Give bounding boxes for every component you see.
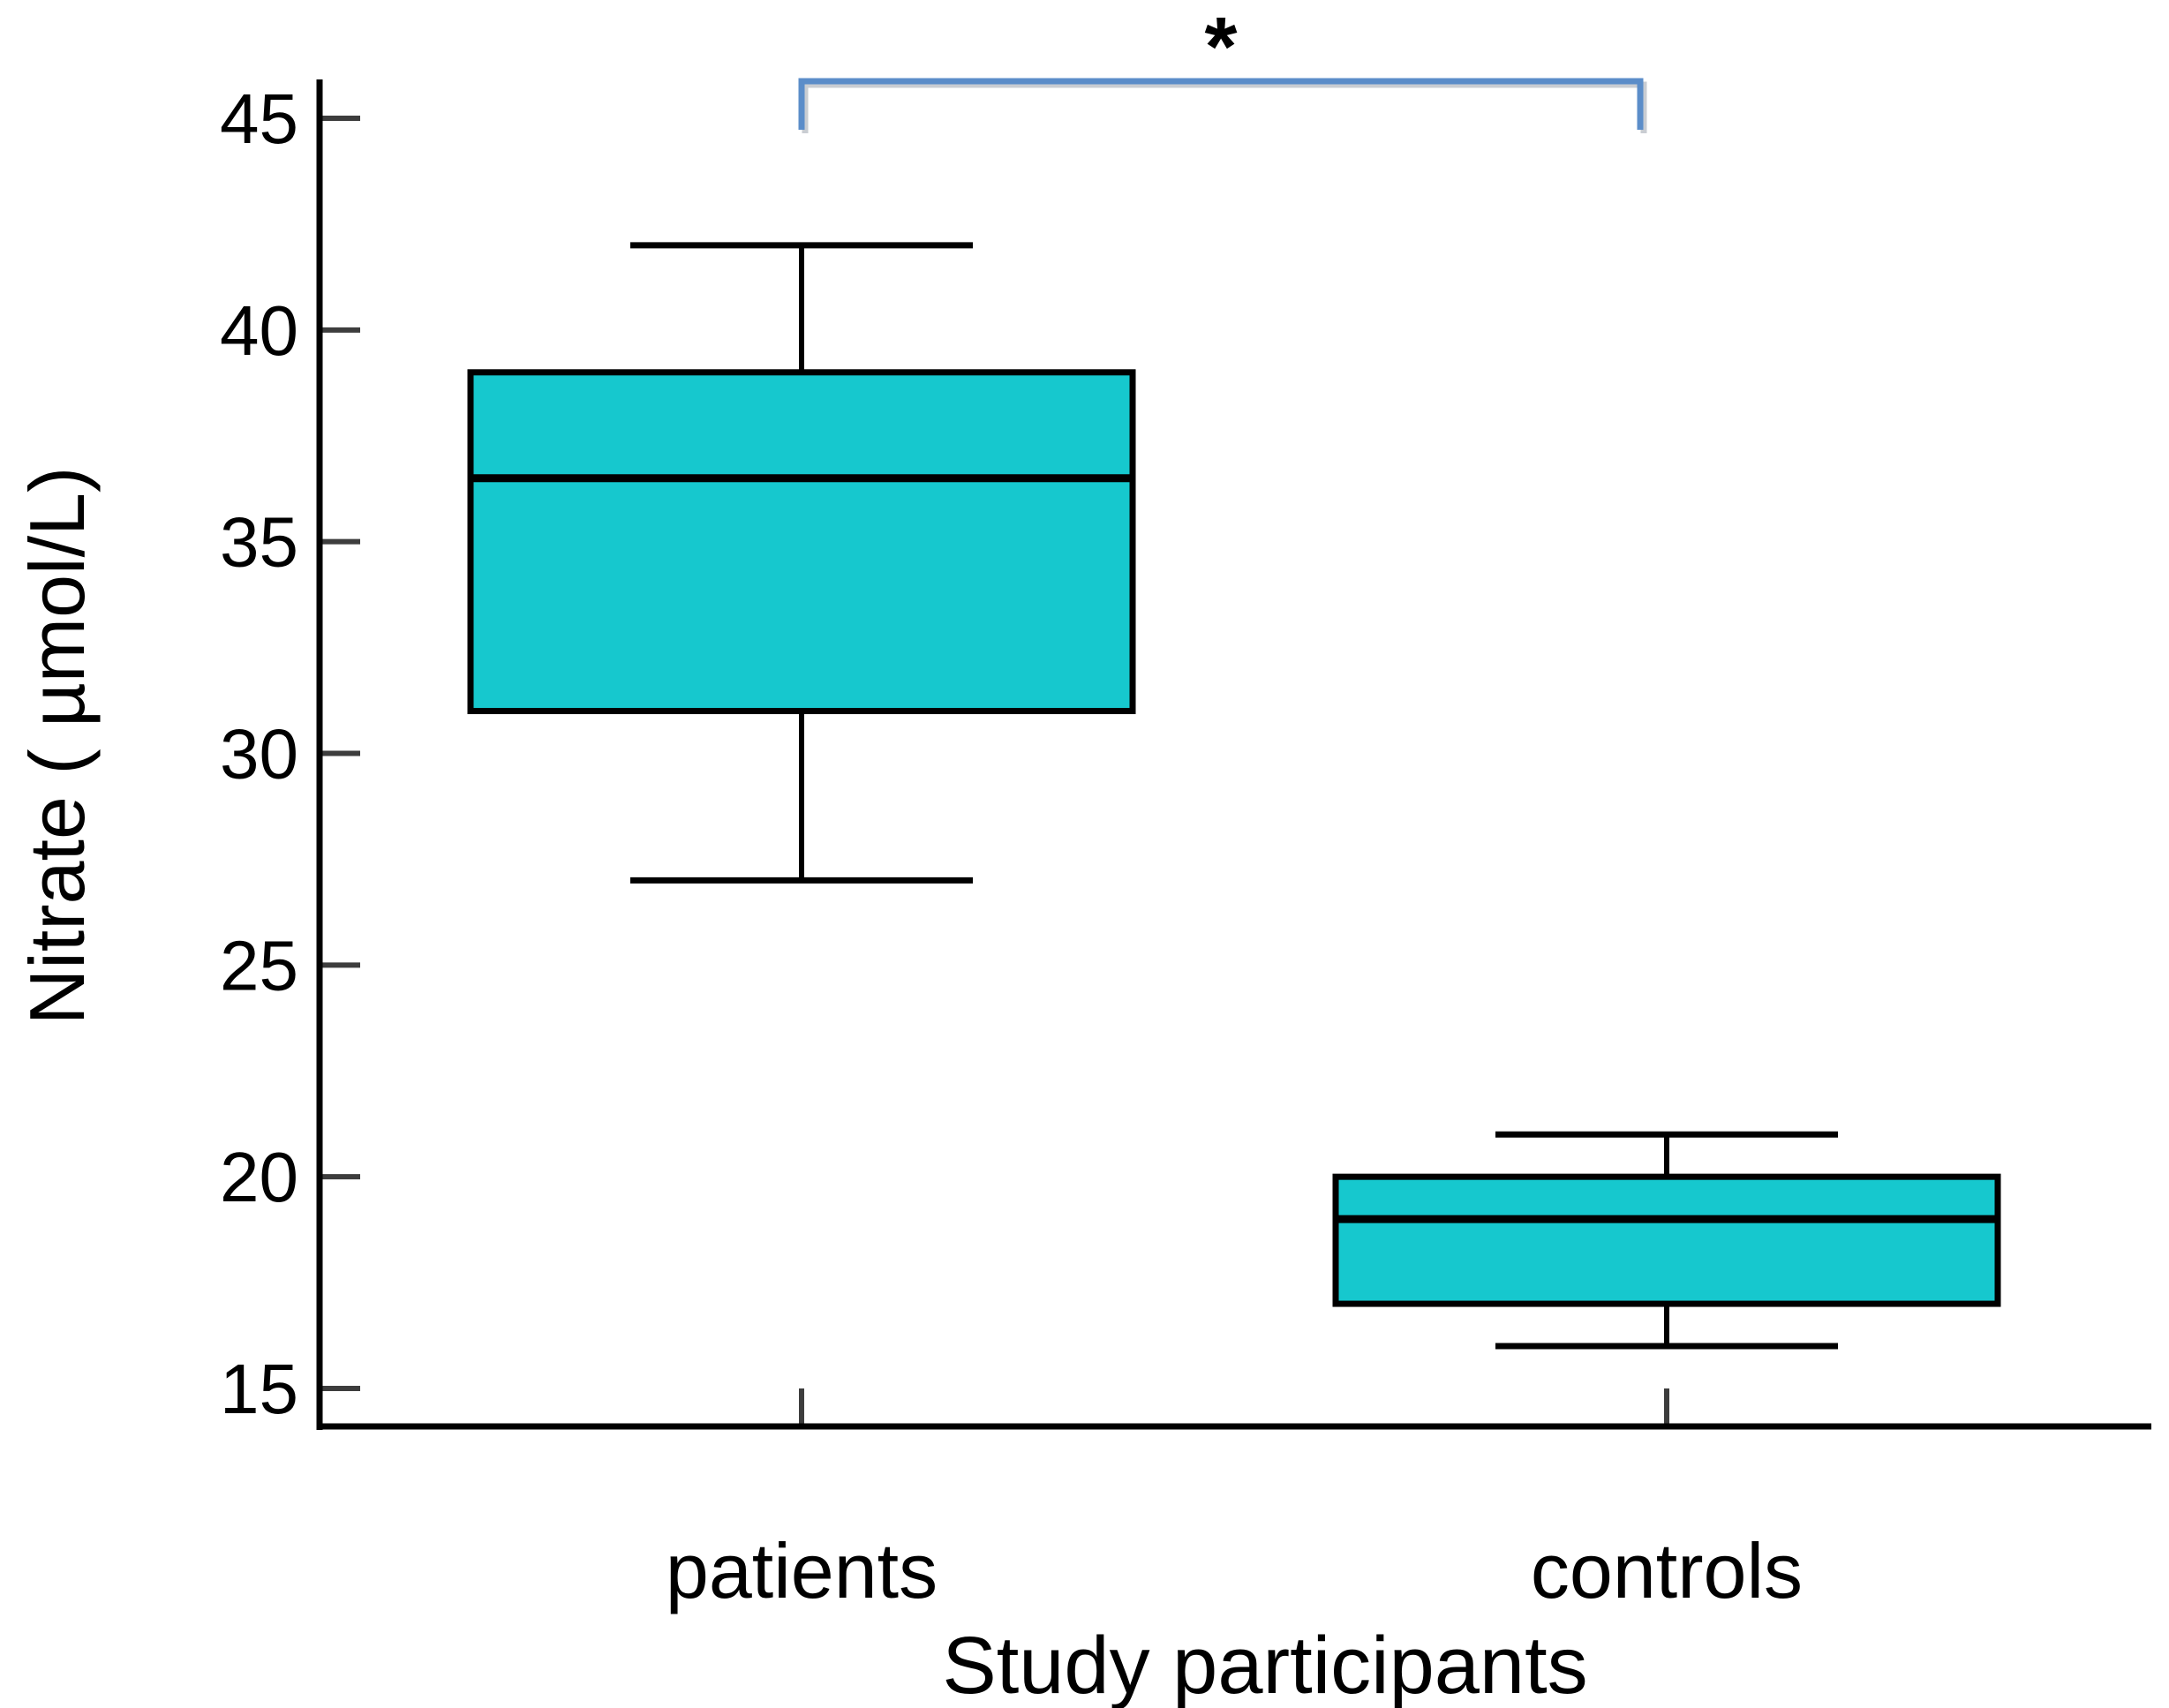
y-tick-label: 20 bbox=[220, 1138, 298, 1216]
y-tick-label: 40 bbox=[220, 291, 298, 370]
chart-layer: 45 40 35 30 25 20 15 patients controls bbox=[220, 78, 2001, 1614]
y-tick-label: 15 bbox=[220, 1350, 298, 1428]
box-controls bbox=[1332, 1173, 2001, 1307]
significance-bracket-shadow bbox=[802, 81, 1647, 133]
x-tick-label-controls: controls bbox=[1531, 1527, 1803, 1614]
y-tick-label: 35 bbox=[220, 503, 298, 582]
significance-bracket bbox=[798, 78, 1644, 130]
y-tick-label: 45 bbox=[220, 79, 298, 158]
y-axis-title: Nitrate ( µmol/L) bbox=[13, 467, 101, 1026]
significance-asterisk: * bbox=[1205, 0, 1238, 94]
y-tick-label: 30 bbox=[220, 715, 298, 794]
y-tick-label: 25 bbox=[220, 926, 298, 1004]
x-axis-title: Study participants bbox=[942, 1621, 1587, 1708]
x-tick-label-patients: patients bbox=[666, 1527, 938, 1614]
box-patients bbox=[467, 369, 1136, 715]
